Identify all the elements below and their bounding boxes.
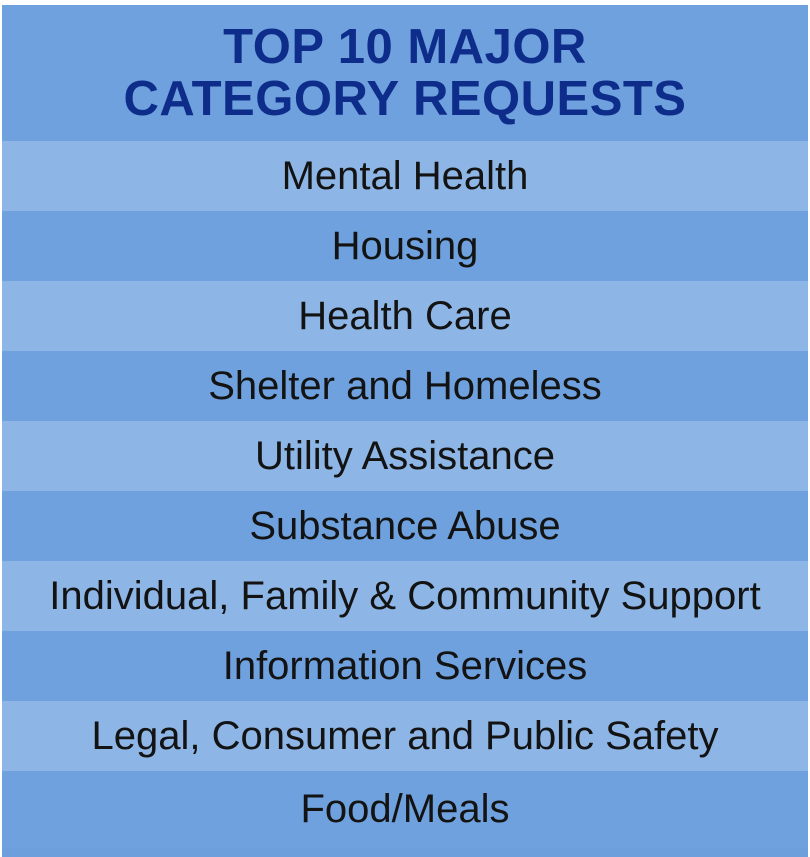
title-line-1: TOP 10 MAJOR (223, 20, 587, 74)
category-row-9: Legal, Consumer and Public Safety (2, 701, 808, 771)
category-row-7: Individual, Family & Community Support (2, 561, 808, 631)
category-row-10: Food/Meals (2, 771, 808, 848)
category-row-2: Housing (2, 211, 808, 281)
category-row-1: Mental Health (2, 141, 808, 211)
category-row-5: Utility Assistance (2, 421, 808, 491)
top-requests-panel: TOP 10 MAJOR CATEGORY REQUESTS Mental He… (2, 5, 808, 857)
title-line-2: CATEGORY REQUESTS (123, 72, 687, 126)
category-row-3: Health Care (2, 281, 808, 351)
category-row-4: Shelter and Homeless (2, 351, 808, 421)
category-row-8: Information Services (2, 631, 808, 701)
category-row-6: Substance Abuse (2, 491, 808, 561)
panel-header: TOP 10 MAJOR CATEGORY REQUESTS (2, 5, 808, 141)
